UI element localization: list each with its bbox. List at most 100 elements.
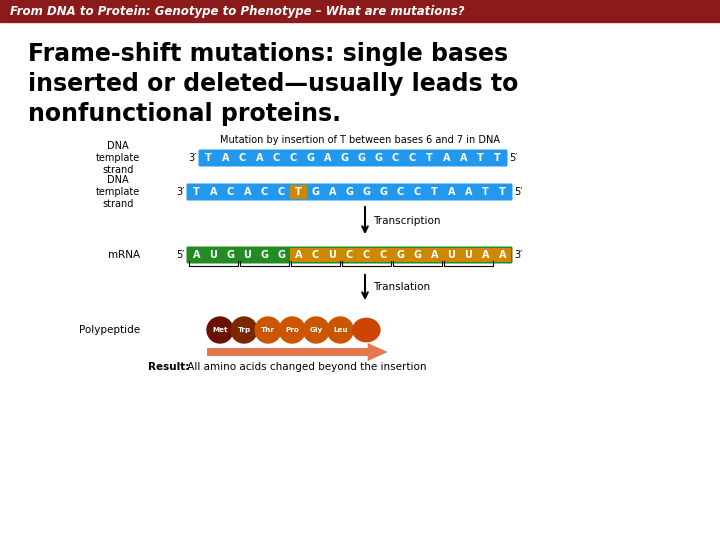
Text: From DNA to Protein: Genotype to Phenotype – What are mutations?: From DNA to Protein: Genotype to Phenoty… [10,4,464,17]
Text: T: T [205,153,212,163]
Text: Met: Met [212,327,228,333]
Text: G: G [413,250,421,260]
FancyBboxPatch shape [290,185,307,199]
Text: mRNA: mRNA [108,250,140,260]
Text: Frame-shift mutations: single bases: Frame-shift mutations: single bases [28,42,508,66]
Text: Translation: Translation [373,282,430,293]
Text: C: C [363,250,370,260]
Ellipse shape [352,318,381,342]
Text: G: G [227,250,235,260]
Text: DNA
template
strand: DNA template strand [96,141,140,174]
Text: U: U [210,250,217,260]
Text: A: A [499,250,506,260]
FancyBboxPatch shape [186,184,513,200]
Text: Pro: Pro [285,327,299,333]
FancyBboxPatch shape [426,248,443,262]
Text: G: G [277,250,286,260]
Text: Gly: Gly [310,327,323,333]
Circle shape [231,317,257,343]
Text: Result:: Result: [148,362,189,372]
Text: G: G [346,187,354,197]
Text: G: G [358,153,366,163]
FancyBboxPatch shape [392,248,409,262]
Text: C: C [346,250,353,260]
Text: T: T [431,187,438,197]
FancyBboxPatch shape [443,248,460,262]
Text: A: A [443,153,450,163]
Text: C: C [397,187,404,197]
Text: A: A [222,153,229,163]
Text: G: G [362,187,371,197]
Text: 5′: 5′ [514,187,523,197]
Circle shape [255,317,281,343]
Text: Leu: Leu [333,327,348,333]
Text: C: C [312,250,319,260]
Text: C: C [290,153,297,163]
Text: C: C [392,153,399,163]
Text: 5′: 5′ [176,250,185,260]
Text: 3′: 3′ [514,250,523,260]
Text: G: G [261,250,269,260]
Text: U: U [328,250,336,260]
Text: C: C [273,153,280,163]
Text: T: T [426,153,433,163]
Text: A: A [244,187,251,197]
Text: G: G [341,153,348,163]
FancyBboxPatch shape [186,246,513,264]
Text: Mutation by insertion of T between bases 6 and 7 in DNA: Mutation by insertion of T between bases… [220,135,500,145]
Circle shape [279,317,305,343]
Text: G: G [307,153,315,163]
Text: T: T [193,187,200,197]
FancyBboxPatch shape [375,248,392,262]
FancyBboxPatch shape [494,248,511,262]
Text: A: A [464,187,472,197]
Text: A: A [256,153,264,163]
Text: A: A [324,153,331,163]
Text: C: C [409,153,416,163]
Text: Transcription: Transcription [373,215,441,226]
Text: G: G [397,250,405,260]
Text: 5′: 5′ [509,153,518,163]
Text: A: A [448,187,455,197]
Text: U: U [243,250,251,260]
FancyBboxPatch shape [307,248,324,262]
FancyBboxPatch shape [358,248,375,262]
Text: G: G [379,187,387,197]
Text: 3′: 3′ [189,153,197,163]
Text: G: G [312,187,320,197]
FancyBboxPatch shape [477,248,494,262]
Text: C: C [380,250,387,260]
Text: T: T [477,153,484,163]
Text: A: A [482,250,490,260]
Text: Trp: Trp [238,327,251,333]
Text: Polypeptide: Polypeptide [79,325,140,335]
Text: DNA
template
strand: DNA template strand [96,176,140,208]
Text: 3′: 3′ [176,187,185,197]
Polygon shape [207,343,387,361]
Text: T: T [295,187,302,197]
Text: A: A [329,187,336,197]
Text: A: A [210,187,217,197]
Text: C: C [261,187,268,197]
FancyBboxPatch shape [409,248,426,262]
Text: nonfunctional proteins.: nonfunctional proteins. [28,102,341,126]
Circle shape [207,317,233,343]
Text: U: U [464,250,472,260]
FancyBboxPatch shape [341,248,358,262]
Text: A: A [193,250,200,260]
FancyBboxPatch shape [290,248,307,262]
Text: C: C [227,187,234,197]
Text: inserted or deleted—usually leads to: inserted or deleted—usually leads to [28,72,518,96]
Text: C: C [239,153,246,163]
Text: A: A [294,250,302,260]
FancyBboxPatch shape [460,248,477,262]
Text: Thr: Thr [261,327,275,333]
Bar [0,0,720,22]
Text: T: T [499,187,506,197]
Text: A: A [460,153,467,163]
FancyBboxPatch shape [199,150,508,166]
Text: G: G [374,153,382,163]
Text: All amino acids changed beyond the insertion: All amino acids changed beyond the inser… [184,362,426,372]
Text: C: C [414,187,421,197]
Text: A: A [431,250,438,260]
